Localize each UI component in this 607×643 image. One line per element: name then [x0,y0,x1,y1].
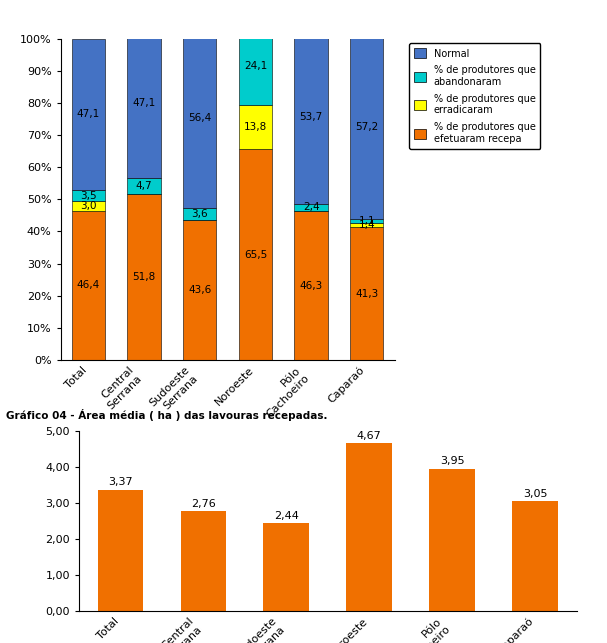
Text: 3,6: 3,6 [191,209,208,219]
Text: 3,5: 3,5 [80,190,97,201]
Bar [183,220,217,360]
Text: 46,3: 46,3 [299,280,323,291]
Bar [183,208,217,220]
Text: 47,1: 47,1 [77,109,100,120]
Text: Gráfico 04 - Área média ( ha ) das lavouras recepadas.: Gráfico 04 - Área média ( ha ) das lavou… [6,409,328,421]
Bar [239,0,272,28]
Text: 1,1: 1,1 [358,216,375,226]
Text: 2,4: 2,4 [303,203,319,212]
Text: 53,7: 53,7 [299,112,323,122]
Bar [72,190,105,201]
Bar [429,469,475,611]
Text: 3,95: 3,95 [440,457,464,466]
Bar [72,201,105,211]
Bar [350,223,384,228]
Text: 3,0: 3,0 [80,201,97,211]
Legend: Normal, % de produtores que
abandonaram, % de produtores que
erradicaram, % de p: Normal, % de produtores que abandonaram,… [410,44,540,149]
Text: 3,37: 3,37 [108,477,133,487]
Text: 57,2: 57,2 [355,122,378,132]
Bar [180,511,226,611]
Bar [127,27,161,178]
Bar [183,27,217,208]
Bar [72,211,105,360]
Text: 13,8: 13,8 [244,122,267,132]
Bar [127,178,161,194]
Bar [127,194,161,360]
Text: 47,1: 47,1 [132,98,156,108]
Bar [294,203,328,211]
Bar [98,489,143,611]
Bar [239,105,272,150]
Text: 2,76: 2,76 [191,500,215,509]
Bar [512,501,558,611]
Bar [239,150,272,360]
Text: 3,05: 3,05 [523,489,548,499]
Bar [294,31,328,203]
Text: 65,5: 65,5 [244,249,267,260]
Text: 41,3: 41,3 [355,289,378,299]
Text: 43,6: 43,6 [188,285,211,295]
Bar [347,442,392,611]
Text: 1,4: 1,4 [358,220,375,230]
Bar [350,219,384,223]
Bar [350,228,384,360]
Text: 2,44: 2,44 [274,511,299,521]
Bar [72,39,105,190]
Text: 51,8: 51,8 [132,272,156,282]
Text: 46,4: 46,4 [77,280,100,291]
Text: 4,7: 4,7 [136,181,152,191]
Bar [294,211,328,360]
Text: 56,4: 56,4 [188,113,211,123]
Bar [350,35,384,219]
Text: 24,1: 24,1 [244,61,267,71]
Bar [239,28,272,105]
Bar [263,523,309,611]
Text: 4,67: 4,67 [357,431,382,440]
